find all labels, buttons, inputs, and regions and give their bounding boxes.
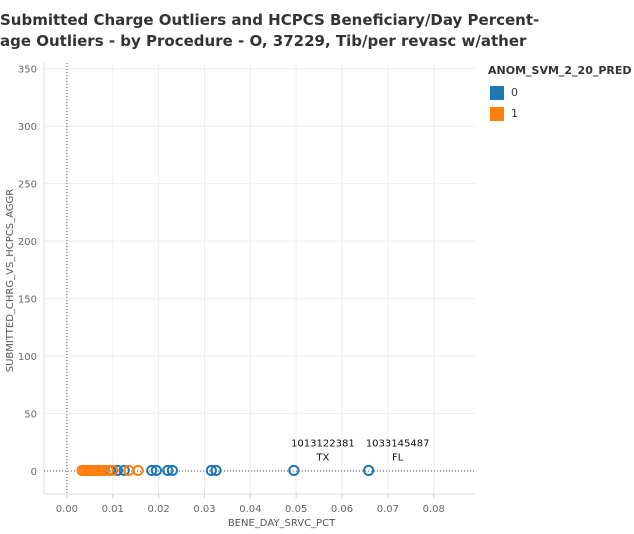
y-tick-label: 0	[31, 467, 37, 478]
data-point-series-0	[166, 464, 178, 477]
x-tick-label: 0.05	[285, 504, 307, 515]
annotation-label: FL	[392, 452, 404, 463]
y-tick-label: 250	[18, 180, 37, 191]
y-tick-label: 200	[18, 237, 37, 248]
x-axis-title: BENE_DAY_SRVC_PCT	[228, 518, 336, 529]
legend-swatch-0	[490, 85, 504, 100]
legend-item-0[interactable]: 0	[488, 82, 632, 103]
x-tick-label: 0.01	[102, 504, 124, 515]
chart-title: Submitted Charge Outliers and HCPCS Bene…	[0, 10, 540, 52]
x-tick-label: 0.07	[377, 504, 399, 515]
x-tick-label: 0.02	[147, 504, 169, 515]
data-point-series-0	[205, 464, 217, 477]
y-tick-label: 150	[18, 295, 37, 306]
data-point-series-0	[210, 464, 222, 477]
data-point-series-1	[107, 464, 119, 477]
data-point-series-0	[288, 464, 300, 477]
annotation-label: 1013122381	[291, 438, 355, 449]
y-tick-label: 100	[18, 352, 37, 363]
legend-label-0: 0	[511, 86, 518, 99]
plot-area	[44, 63, 475, 494]
x-tick-label: 0.04	[239, 504, 261, 515]
data-point-series-1	[95, 464, 107, 477]
legend-swatch-1	[490, 106, 504, 121]
data-point-series-0	[150, 464, 162, 477]
x-tick-label: 0.06	[331, 504, 353, 515]
x-tick-label: 0.00	[56, 504, 78, 515]
y-axis-title: SUBMITTED_CHRG_VS_HCPCS_AGGR	[5, 189, 16, 373]
data-point-series-0	[363, 464, 375, 477]
data-point-series-1	[102, 464, 114, 477]
y-tick-label: 300	[18, 122, 37, 133]
chart-title-line-2: age Outliers - by Procedure - O, 37229, …	[0, 32, 527, 50]
annotation-label: 1033145487	[366, 438, 430, 449]
annotation-label: TX	[315, 452, 329, 463]
legend-item-1[interactable]: 1	[488, 103, 632, 124]
legend-label-1: 1	[511, 107, 518, 120]
legend-title: ANOM_SVM_2_20_PRED	[488, 64, 632, 77]
x-tick-label: 0.08	[423, 504, 445, 515]
series-1	[76, 464, 144, 477]
chart-title-line-1: Submitted Charge Outliers and HCPCS Bene…	[0, 11, 540, 29]
data-point-series-0	[118, 464, 130, 477]
data-point-series-0	[146, 464, 158, 477]
y-tick-label: 50	[24, 410, 37, 421]
legend: ANOM_SVM_2_20_PRED 0 1	[488, 64, 632, 124]
data-point-series-0	[162, 464, 174, 477]
data-point-series-1	[132, 464, 144, 477]
x-tick-label: 0.03	[193, 504, 215, 515]
y-tick-label: 350	[18, 65, 37, 76]
